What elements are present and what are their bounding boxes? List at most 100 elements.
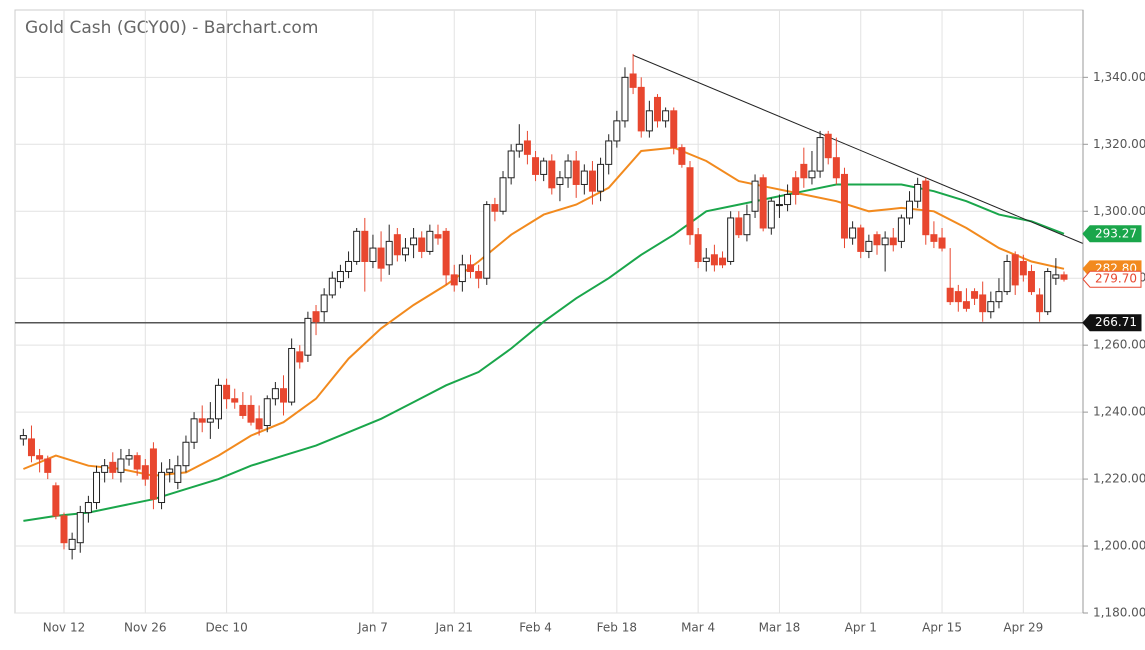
candle-body [27,438,35,457]
x-tick-label: Dec 10 [205,621,247,635]
candle-body [182,441,190,467]
candle-body [775,204,783,207]
candle-body [458,264,466,283]
candle-body [621,76,629,122]
y-tick-label: 1,200.00 [1093,539,1145,553]
candle-body [702,257,710,262]
candle-body [824,133,832,159]
candle-body [954,291,962,303]
candle-body [865,240,873,252]
candle-body [1044,271,1052,313]
candle-body [304,317,312,356]
candle-body [759,177,767,229]
candle-body [190,418,198,443]
candle-body [588,170,596,192]
candle-body [1019,260,1027,276]
x-tick-label: Feb 18 [597,621,637,635]
candle-body [1036,294,1044,313]
moving-average [23,146,1065,477]
candle-body [800,163,808,179]
x-tick-label: Apr 1 [845,621,877,635]
candle-body [556,177,564,185]
candle-body [328,277,336,296]
candle-body [141,465,149,480]
candle-body [174,465,182,483]
candle-body [1027,271,1035,293]
candle-body [401,247,409,256]
hline-tag-box [1082,314,1142,332]
candle-body [840,173,848,239]
plot-frame [14,9,1084,614]
candle-body [149,448,157,500]
candle-body [710,254,718,266]
y-tick-label: 1,300.00 [1093,204,1145,218]
candle-body [84,502,92,514]
candle-body [767,200,775,229]
trendline [632,54,1083,244]
candle-body [418,237,426,252]
candle-body [36,455,44,460]
candle-body [597,163,605,192]
candle-body [857,227,865,252]
candle-body [564,160,572,179]
candle-body [377,247,385,269]
candle-body [532,157,540,175]
candle-body [1003,260,1011,293]
candle-body [109,461,117,473]
candle-body [979,294,987,313]
candle-body [426,230,434,252]
candle-body [645,110,653,132]
candle-body [345,260,353,273]
candle-body [491,204,499,212]
candle-body [361,230,369,262]
candle-body [125,455,133,460]
candle-body [214,384,222,420]
candle-body [499,177,507,212]
candle-body [231,398,239,403]
x-tick-label: Apr 15 [922,621,962,635]
candle-body [523,140,531,155]
price-tag-box [1082,270,1142,288]
x-tick-label: Nov 12 [43,621,86,635]
candle-body [336,271,344,283]
candle-body [653,96,661,122]
candle-body [410,237,418,246]
candle-body [832,157,840,179]
candle-body [158,471,166,504]
candle-body [873,234,881,246]
candle-body [548,160,556,189]
candle-body [719,257,727,266]
candle-body [271,388,279,400]
candle-body [889,237,897,246]
x-tick-label: Mar 18 [759,621,801,635]
candle-body [255,418,263,430]
candle-body [897,217,905,242]
candle-body [166,468,174,473]
candle-body [442,230,450,276]
candle-body [637,86,645,132]
candle-body [792,177,800,196]
x-tick-label: Jan 21 [434,621,473,635]
candle-body [1060,274,1068,280]
candle-body [288,348,296,403]
candle-body [686,167,694,236]
candle-body [369,247,377,262]
candle-body [76,512,84,544]
candle-body [946,287,954,303]
price-tag: 293.27 [1095,226,1137,240]
hline-tag: 266.71 [1095,315,1137,329]
candle-body [296,351,304,363]
candle-body [922,180,930,236]
candle-body [743,214,751,236]
candle-body [247,404,255,423]
candle-body [670,110,678,149]
candle-body [206,418,214,423]
y-tick-label: 1,220.00 [1093,472,1145,486]
candle-body [483,204,491,279]
chart-title: Gold Cash (GCY00) - Barchart.com [25,18,318,38]
candle-body [930,234,938,242]
candle-body [914,183,922,202]
candle-body [353,230,361,262]
y-tick-label: 1,260.00 [1093,338,1145,352]
candle-body [613,120,621,142]
